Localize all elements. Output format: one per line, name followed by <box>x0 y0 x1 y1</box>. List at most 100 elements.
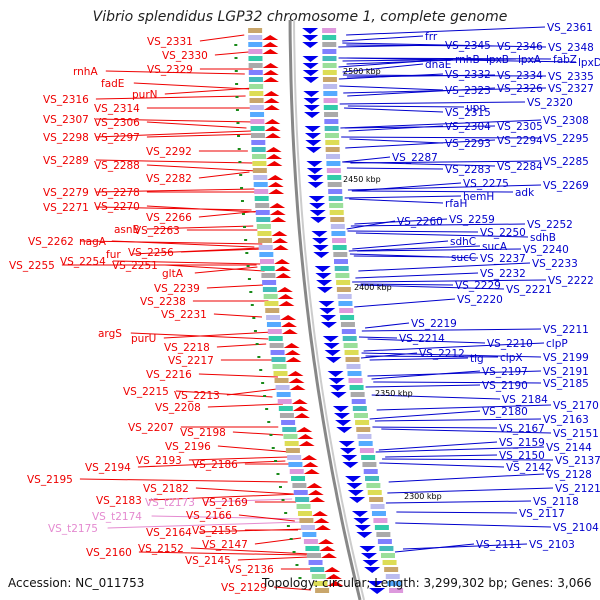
connector-line <box>361 328 542 332</box>
connector-line <box>344 125 496 129</box>
forward-gene-arrow <box>346 483 363 489</box>
tick-marker <box>234 57 238 59</box>
tick-marker <box>249 291 253 293</box>
feature-block <box>255 203 270 208</box>
reverse-gene-arrow <box>301 455 318 460</box>
gene-label-left: purN <box>132 89 158 101</box>
gene-label-left: VS_2256 <box>128 247 174 259</box>
reverse-gene-arrow <box>277 294 294 299</box>
reverse-gene-arrow <box>262 35 279 40</box>
forward-gene-arrow <box>304 112 321 118</box>
connector-line <box>374 418 542 422</box>
feature-block <box>338 301 353 306</box>
feature-block <box>329 210 344 215</box>
feature-block <box>326 161 341 166</box>
feature-block <box>250 112 265 117</box>
feature-block <box>254 189 269 194</box>
tick-marker <box>239 174 243 176</box>
connector-line <box>344 195 462 199</box>
feature-block <box>332 245 347 250</box>
reverse-gene-arrow <box>267 182 284 187</box>
feature-block <box>339 308 354 313</box>
kbp-scale-label: 2350 kbp <box>375 389 413 398</box>
feature-block <box>341 329 356 334</box>
forward-gene-arrow <box>302 35 319 41</box>
tick-marker <box>292 551 296 553</box>
feature-block <box>328 189 343 194</box>
gene-label-left: VS_2282 <box>146 173 192 185</box>
feature-block <box>248 70 263 75</box>
forward-gene-arrow <box>330 392 347 398</box>
feature-block <box>376 532 391 537</box>
connector-line <box>146 225 254 230</box>
forward-gene-arrow <box>341 455 358 461</box>
reverse-gene-arrow <box>281 329 298 334</box>
tick-marker <box>241 213 245 215</box>
connector-line <box>346 26 546 36</box>
connector-line <box>342 74 547 77</box>
connector-line <box>206 284 264 289</box>
forward-gene-arrow <box>364 567 381 573</box>
gene-label-left: argS <box>98 328 122 340</box>
tick-marker <box>255 343 259 345</box>
gene-label-left: VS_2331 <box>147 36 193 48</box>
feature-block <box>347 371 362 376</box>
reverse-gene-arrow <box>270 217 287 222</box>
gene-label-left: VS_t2174 <box>92 511 142 523</box>
connector-line <box>216 343 267 348</box>
connector-line <box>175 390 273 398</box>
connector-line <box>369 410 481 420</box>
feature-block <box>325 147 340 152</box>
feature-block <box>270 350 285 355</box>
feature-block <box>305 546 320 551</box>
genome-stats-label: Topology: circular; Length: 3,299,302 bp… <box>262 576 592 590</box>
feature-block <box>333 252 348 257</box>
feature-block <box>288 462 303 467</box>
connector-line <box>340 119 542 129</box>
reverse-gene-arrow <box>262 63 279 68</box>
reverse-gene-arrow <box>271 231 288 236</box>
gene-label-left: VS_t2173 <box>145 497 195 509</box>
feature-block <box>299 518 314 523</box>
gene-label-left: VS_2316 <box>43 94 89 106</box>
gene-label-left: VS_2307 <box>43 114 89 126</box>
gene-label-right: VS_2237 <box>480 253 526 265</box>
feature-block <box>272 364 287 369</box>
forward-gene-arrow <box>333 413 350 419</box>
gene-label-right: VS_2283 <box>445 164 491 176</box>
forward-gene-arrow <box>327 371 344 377</box>
gene-label-right: VS_2308 <box>543 115 589 127</box>
forward-gene-arrow <box>302 77 319 83</box>
gene-label-right: VS_2259 <box>449 214 495 226</box>
feature-block <box>295 497 310 502</box>
feature-block <box>267 329 282 334</box>
connector-line <box>387 487 554 494</box>
gene-label-left: VS_2298 <box>43 132 89 144</box>
gene-label-left: VS_2182 <box>143 483 189 495</box>
connector-line <box>371 394 501 400</box>
feature-block <box>384 567 399 572</box>
gene-label-left: VS_2262 <box>28 236 74 248</box>
reverse-gene-arrow <box>325 574 342 579</box>
reverse-gene-arrow <box>269 203 286 208</box>
reverse-gene-arrow <box>324 567 341 572</box>
forward-gene-arrow <box>312 245 329 251</box>
reverse-gene-arrow <box>263 91 280 96</box>
tick-marker <box>298 577 302 579</box>
reverse-gene-arrow <box>280 322 297 327</box>
reverse-gene-arrow <box>273 259 290 264</box>
feature-block <box>266 315 281 320</box>
gene-label-right: VS_2335 <box>548 71 594 83</box>
feature-block <box>262 280 277 285</box>
reverse-gene-arrow <box>313 518 330 523</box>
kbp-scale-label: 2450 kbp <box>343 175 381 184</box>
tick-marker <box>243 226 247 228</box>
feature-block <box>259 259 274 264</box>
tick-marker <box>250 304 254 306</box>
gene-label-left: VS_2271 <box>43 202 89 214</box>
connector-line <box>80 240 263 245</box>
connector-line <box>190 547 310 555</box>
feature-block <box>296 504 311 509</box>
feature-block <box>380 553 395 558</box>
feature-block <box>300 525 315 530</box>
